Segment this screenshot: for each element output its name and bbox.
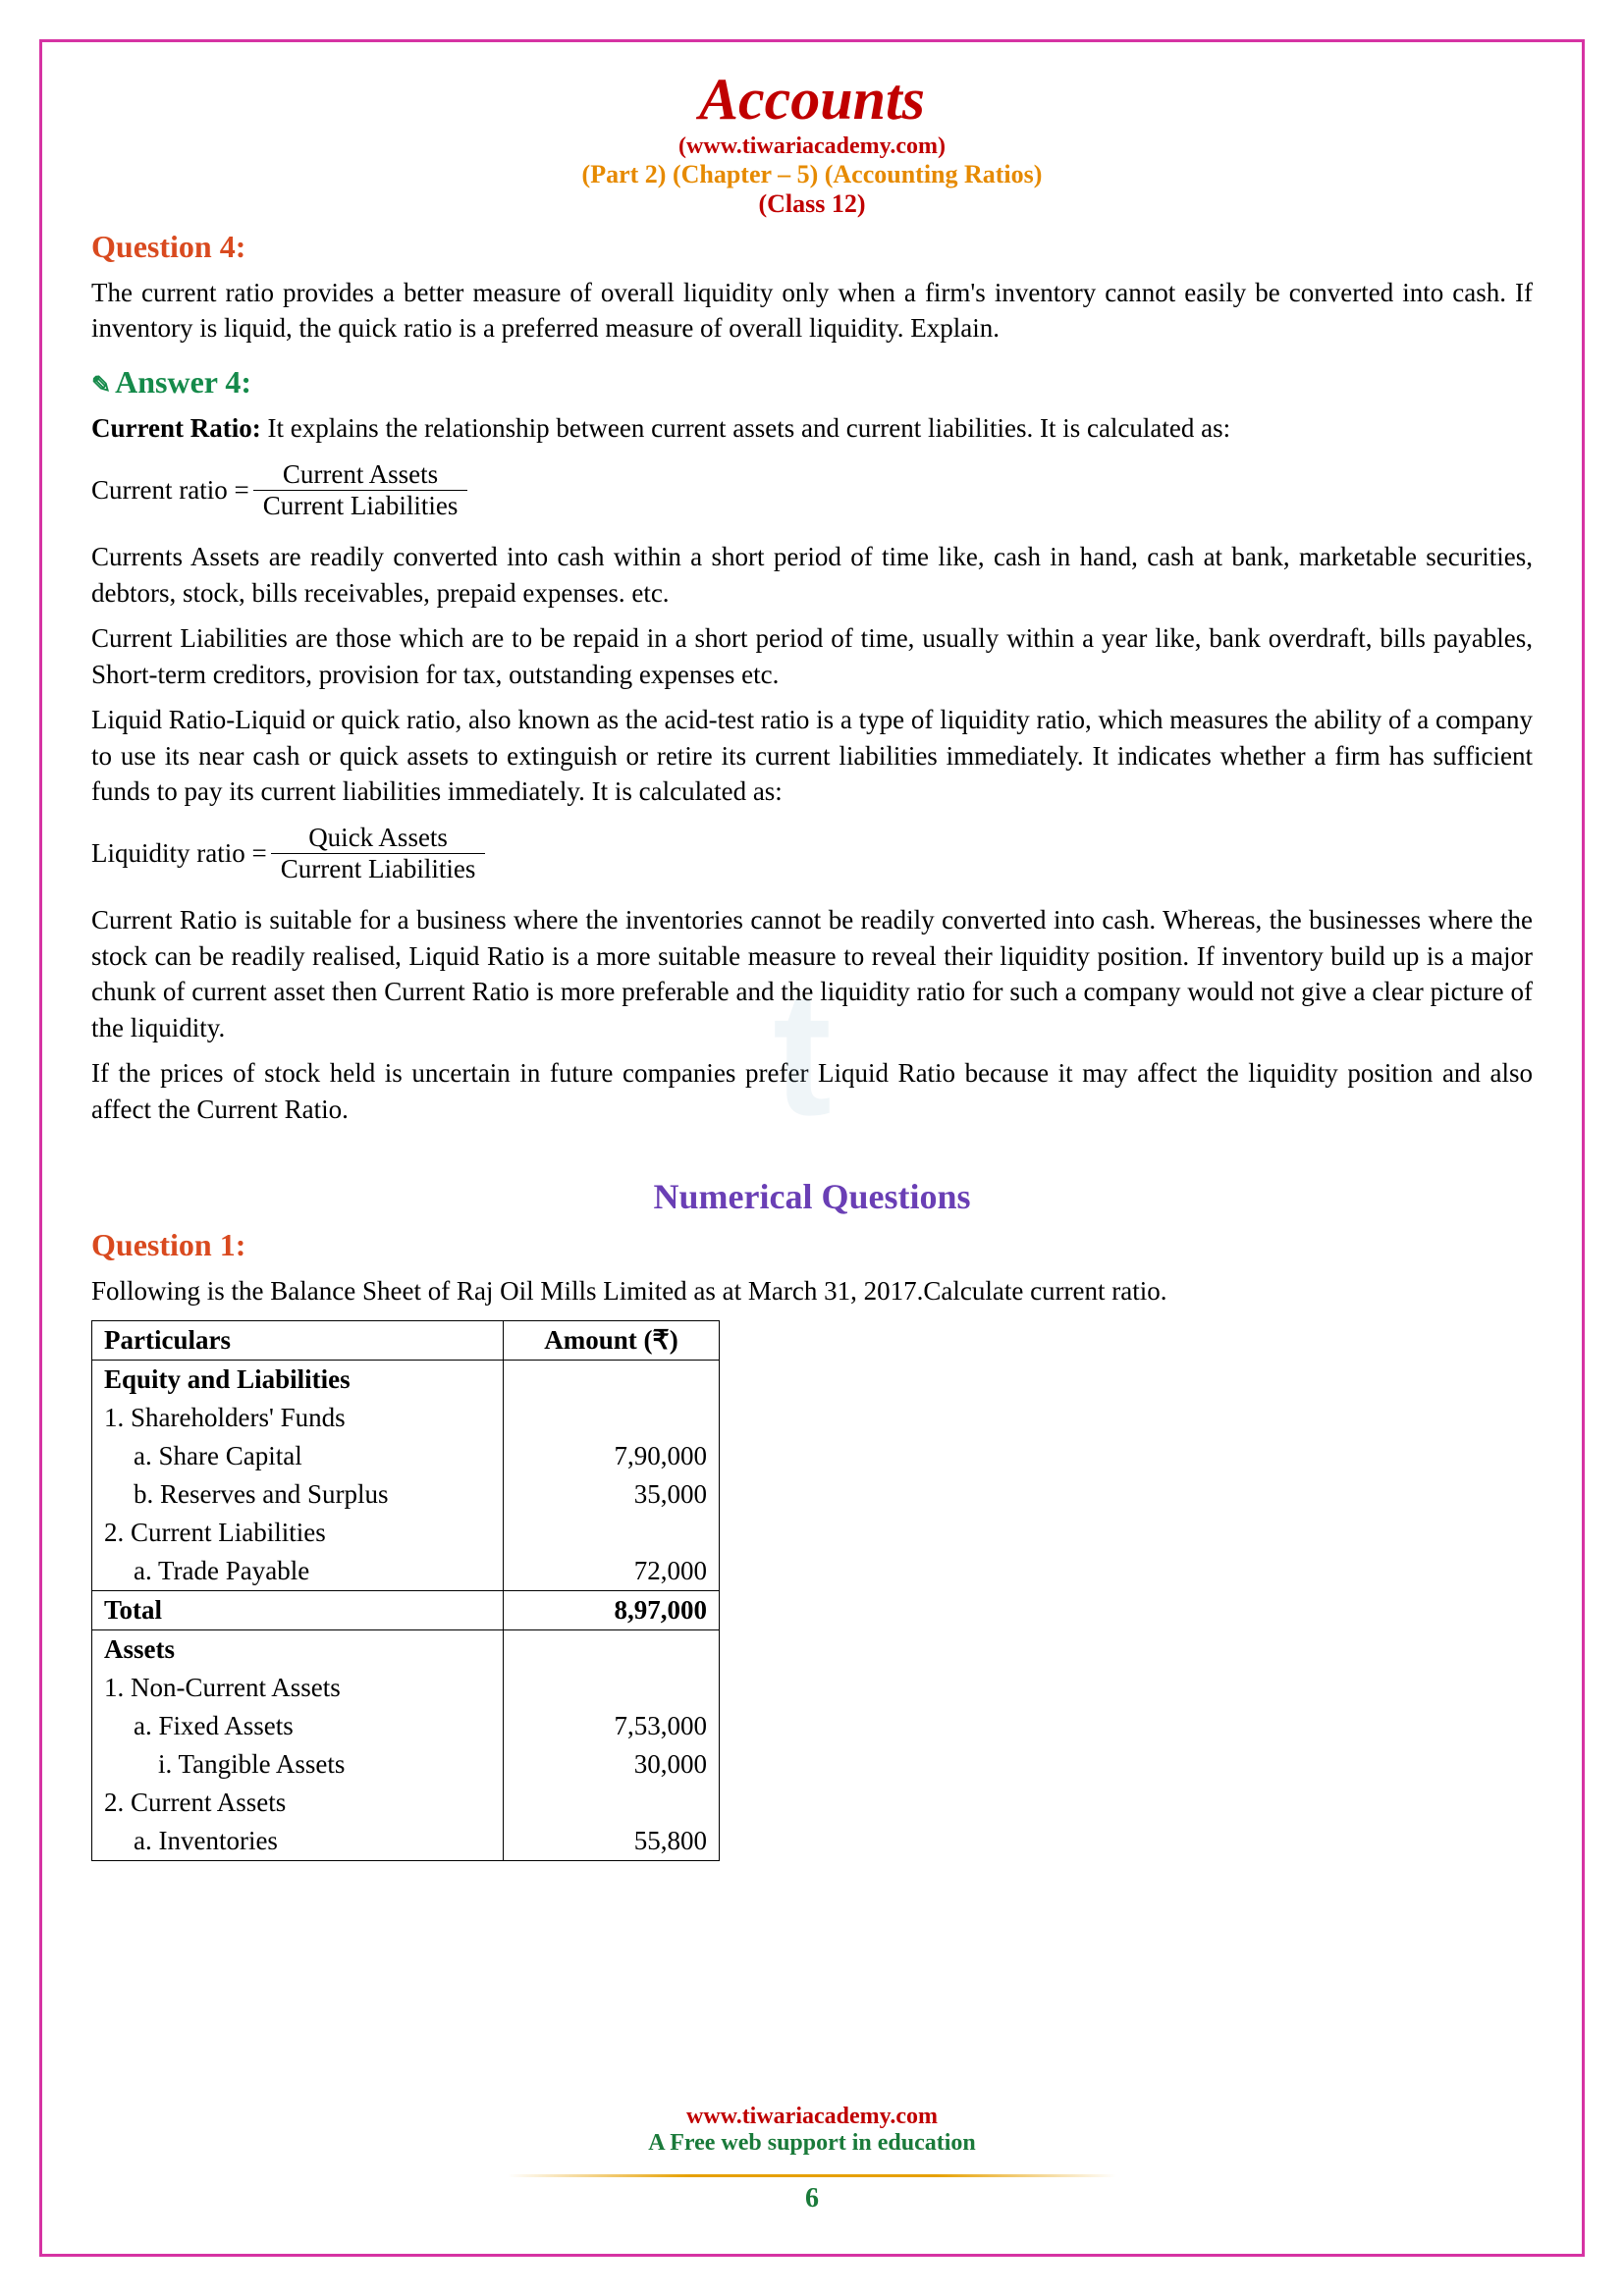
header-url: (www.tiwariacademy.com) (91, 133, 1533, 160)
answer-4-intro: Current Ratio: It explains the relations… (91, 410, 1533, 446)
liquidity-ratio-formula: Liquidity ratio = Quick Assets Current L… (91, 823, 1533, 884)
particulars-cell: i. Tangible Assets (92, 1745, 504, 1784)
formula-2-numerator: Quick Assets (271, 823, 486, 854)
amount-cell: 30,000 (504, 1745, 720, 1784)
amount-cell (504, 1361, 720, 1400)
table-row: a. Trade Payable72,000 (92, 1552, 720, 1591)
table-row: 2. Current Liabilities (92, 1514, 720, 1552)
formula-1-numerator: Current Assets (253, 459, 468, 491)
amount-cell (504, 1784, 720, 1822)
question-4-text: The current ratio provides a better meas… (91, 275, 1533, 347)
amount-cell (504, 1399, 720, 1437)
formula-1-fraction: Current Assets Current Liabilities (253, 459, 468, 521)
answer-4-p2: Current Liabilities are those which are … (91, 620, 1533, 692)
formula-2-denominator: Current Liabilities (271, 854, 486, 884)
particulars-cell: 2. Current Assets (92, 1784, 504, 1822)
amount-cell (504, 1630, 720, 1670)
table-row: 1. Shareholders' Funds (92, 1399, 720, 1437)
footer-tag: A Free web support in education (42, 2130, 1582, 2157)
table-header-row: Particulars Amount (₹) (92, 1321, 720, 1361)
particulars-cell: a. Inventories (92, 1822, 504, 1861)
formula-1-denominator: Current Liabilities (253, 491, 468, 521)
answer-4-p1: Currents Assets are readily converted in… (91, 539, 1533, 611)
current-ratio-label: Current Ratio: (91, 413, 261, 443)
particulars-cell: 1. Shareholders' Funds (92, 1399, 504, 1437)
content-frame: t Accounts (www.tiwariacademy.com) (Part… (39, 39, 1585, 2257)
page-title: Accounts (91, 66, 1533, 133)
balance-sheet-table: Particulars Amount (₹) Equity and Liabil… (91, 1320, 720, 1861)
table-row: Equity and Liabilities (92, 1361, 720, 1400)
particulars-cell: 2. Current Liabilities (92, 1514, 504, 1552)
particulars-cell: b. Reserves and Surplus (92, 1475, 504, 1514)
current-ratio-formula: Current ratio = Current Assets Current L… (91, 459, 1533, 521)
amount-cell (504, 1514, 720, 1552)
particulars-cell: 1. Non-Current Assets (92, 1669, 504, 1707)
table-row: 1. Non-Current Assets (92, 1669, 720, 1707)
particulars-cell: a. Trade Payable (92, 1552, 504, 1591)
amount-cell: 55,800 (504, 1822, 720, 1861)
total-amount: 8,97,000 (504, 1591, 720, 1630)
particulars-cell: Equity and Liabilities (92, 1361, 504, 1400)
amount-cell (504, 1669, 720, 1707)
header-class: (Class 12) (91, 189, 1533, 219)
col-particulars: Particulars (92, 1321, 504, 1361)
question-1-text: Following is the Balance Sheet of Raj Oi… (91, 1273, 1533, 1308)
answer-4-p4: Current Ratio is suitable for a business… (91, 902, 1533, 1045)
question-4-heading: Question 4: (91, 229, 1533, 265)
answer-4-p5: If the prices of stock held is uncertain… (91, 1055, 1533, 1127)
table-row: 2. Current Assets (92, 1784, 720, 1822)
table-row: b. Reserves and Surplus35,000 (92, 1475, 720, 1514)
amount-cell: 7,53,000 (504, 1707, 720, 1745)
table-row: a. Share Capital7,90,000 (92, 1437, 720, 1475)
table-row: Assets (92, 1630, 720, 1670)
amount-cell: 72,000 (504, 1552, 720, 1591)
formula-2-label: Liquidity ratio = (91, 838, 267, 869)
table-row: a. Inventories55,800 (92, 1822, 720, 1861)
table-row: i. Tangible Assets30,000 (92, 1745, 720, 1784)
total-row: Total 8,97,000 (92, 1591, 720, 1630)
answer-4-intro-rest: It explains the relationship between cur… (261, 413, 1230, 443)
answer-4-heading: Answer 4: (91, 364, 1533, 400)
total-label: Total (92, 1591, 504, 1630)
table-row: a. Fixed Assets7,53,000 (92, 1707, 720, 1745)
numerical-questions-heading: Numerical Questions (91, 1176, 1533, 1217)
footer-divider (508, 2174, 1116, 2177)
particulars-cell: Assets (92, 1630, 504, 1670)
formula-2-fraction: Quick Assets Current Liabilities (271, 823, 486, 884)
formula-1-label: Current ratio = (91, 475, 249, 506)
amount-cell: 7,90,000 (504, 1437, 720, 1475)
question-1-heading: Question 1: (91, 1227, 1533, 1263)
amount-cell: 35,000 (504, 1475, 720, 1514)
particulars-cell: a. Fixed Assets (92, 1707, 504, 1745)
col-amount: Amount (₹) (504, 1321, 720, 1361)
footer: www.tiwariacademy.com A Free web support… (42, 2104, 1582, 2215)
header-part: (Part 2) (Chapter – 5) (Accounting Ratio… (91, 160, 1533, 189)
footer-url: www.tiwariacademy.com (42, 2104, 1582, 2130)
page: t Accounts (www.tiwariacademy.com) (Part… (0, 0, 1624, 2296)
particulars-cell: a. Share Capital (92, 1437, 504, 1475)
page-number: 6 (42, 2183, 1582, 2215)
answer-4-p3: Liquid Ratio-Liquid or quick ratio, also… (91, 702, 1533, 809)
